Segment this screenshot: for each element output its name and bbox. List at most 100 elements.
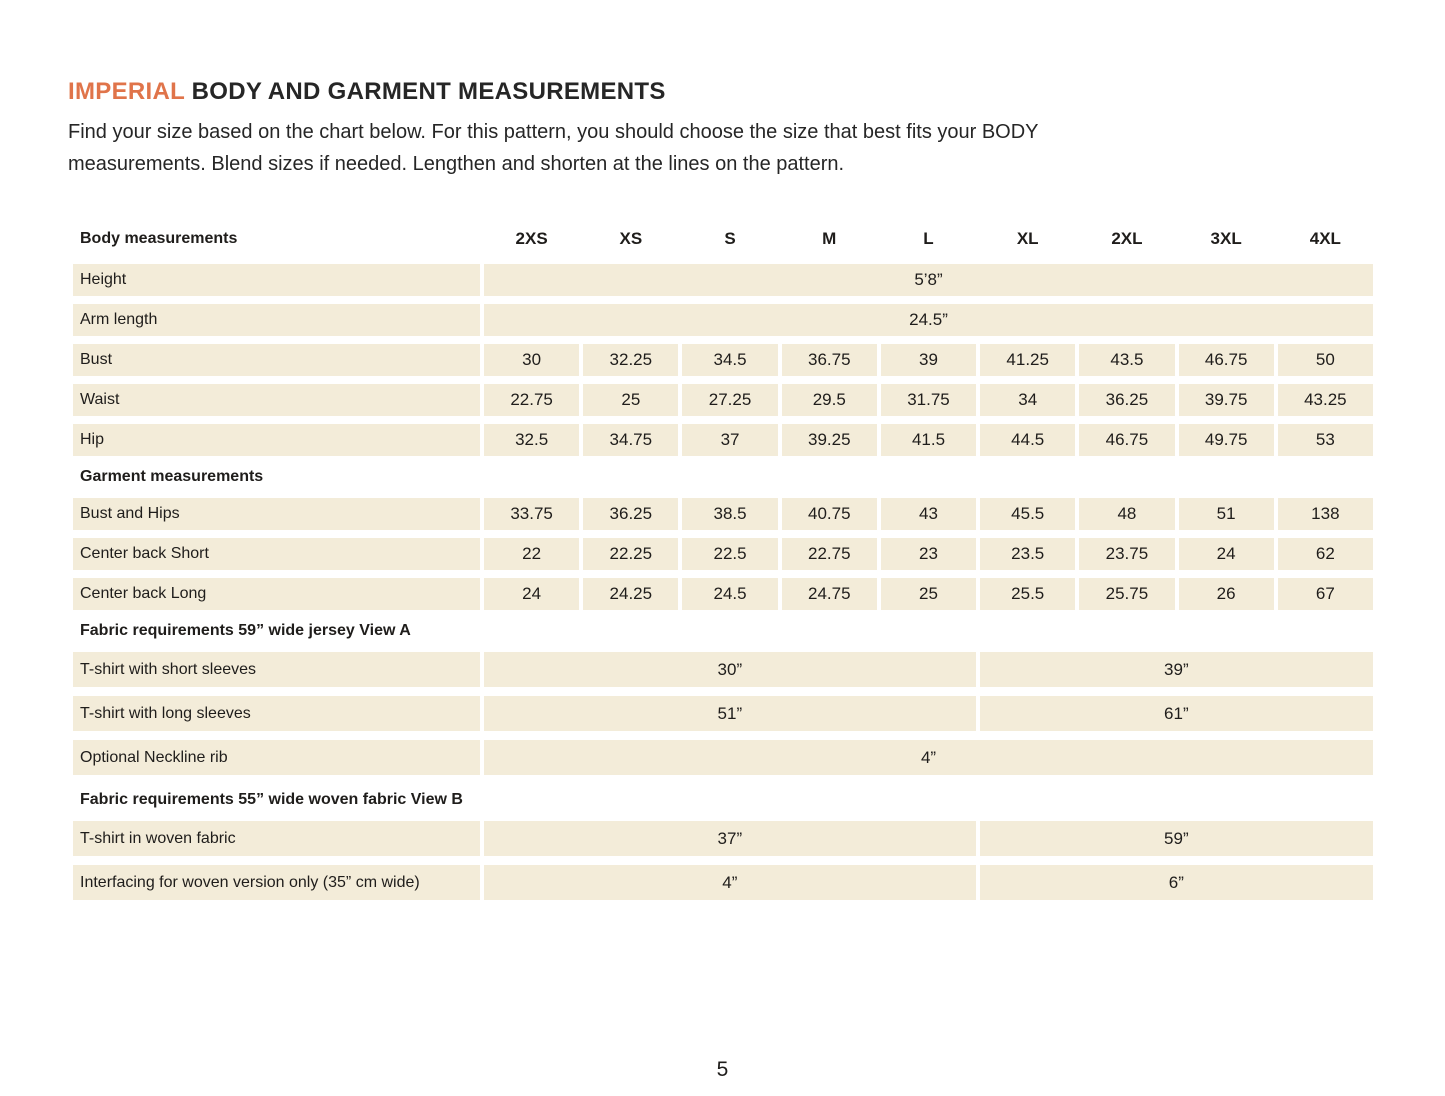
section-header-fabric-woven: Fabric requirements 55” wide woven fabri… — [80, 791, 463, 808]
row-label: Waist — [73, 384, 480, 416]
row-label: Hip — [73, 424, 480, 456]
value-cell: 25.5 — [980, 578, 1076, 610]
row-label: T-shirt with long sleeves — [73, 696, 480, 731]
value-cell: 44.5 — [980, 424, 1076, 456]
value-cell: 30 — [484, 344, 580, 376]
value-cell: 138 — [1277, 498, 1373, 530]
size-column-header: M — [822, 229, 837, 248]
value-cell: 39.25 — [781, 424, 877, 456]
value-cell: 40.75 — [781, 498, 877, 530]
value-cell: 24 — [1178, 538, 1274, 570]
column-header-body-measurements: Body measurements — [80, 230, 238, 247]
table-row-interfacing: Interfacing for woven version only (35” … — [73, 865, 1373, 900]
value-cell: 22 — [484, 538, 580, 570]
title-highlight: IMPERIAL — [68, 78, 185, 105]
intro-line-1: Find your size based on the chart below.… — [68, 121, 1039, 143]
value-cell: 32.25 — [583, 344, 679, 376]
value-cell-right-span: 61” — [979, 696, 1373, 731]
section-header-garment: Garment measurements — [80, 468, 264, 485]
value-cell: 45.5 — [980, 498, 1076, 530]
row-label: Bust — [73, 344, 480, 376]
value-cell-left-span: 30” — [484, 652, 976, 687]
table-row-height: Height 5’8” — [73, 264, 1373, 296]
value-cell-span: 24.5” — [484, 304, 1373, 336]
row-label: Arm length — [73, 304, 480, 336]
page-number: 5 — [716, 1058, 729, 1081]
value-cell: 27.25 — [682, 384, 778, 416]
size-column-header: 2XS — [515, 229, 548, 248]
value-cell: 41.5 — [880, 424, 977, 456]
size-column-header: 4XL — [1309, 229, 1341, 248]
size-column-header: L — [923, 229, 934, 248]
value-cell: 31.75 — [880, 384, 977, 416]
value-cell: 41.25 — [980, 344, 1076, 376]
table-row-center-back-short: Center back Short 22 22.25 22.5 22.75 23… — [73, 538, 1373, 570]
table-row-tshirt-woven: T-shirt in woven fabric 37” 59” — [73, 821, 1373, 856]
value-cell: 23 — [880, 538, 977, 570]
value-cell: 24.75 — [781, 578, 877, 610]
table-row-hip: Hip 32.5 34.75 37 39.25 41.5 44.5 46.75 … — [73, 424, 1373, 456]
table-row-bust-and-hips: Bust and Hips 33.75 36.25 38.5 40.75 43 … — [73, 498, 1373, 530]
table-header-row: Body measurements 2XS XS S M L XL 2XL 3X… — [73, 224, 1373, 254]
value-cell: 46.75 — [1079, 424, 1175, 456]
value-cell: 23.5 — [980, 538, 1076, 570]
measurement-table: Body measurements 2XS XS S M L XL 2XL 3X… — [73, 224, 1373, 900]
value-cell-left-span: 37” — [484, 821, 976, 856]
table-row-waist: Waist 22.75 25 27.25 29.5 31.75 34 36.25… — [73, 384, 1373, 416]
table-row-tshirt-short-sleeves: T-shirt with short sleeves 30” 39” — [73, 652, 1373, 687]
value-cell: 25 — [583, 384, 679, 416]
row-label: Bust and Hips — [73, 498, 480, 530]
size-header-cells: 2XS XS S M L XL 2XL 3XL 4XL — [484, 224, 1373, 254]
size-column-header: XL — [1016, 229, 1039, 248]
value-cell: 22.75 — [484, 384, 580, 416]
value-cell: 26 — [1178, 578, 1274, 610]
size-column-header: S — [724, 229, 736, 248]
row-label: Center back Short — [73, 538, 480, 570]
value-cell: 49.75 — [1178, 424, 1274, 456]
size-column-header: 2XL — [1111, 229, 1143, 248]
value-cell: 34.75 — [583, 424, 679, 456]
row-label: Interfacing for woven version only (35” … — [73, 865, 480, 900]
value-cell-span: 4” — [484, 740, 1373, 775]
value-cell: 24 — [484, 578, 580, 610]
value-cell: 43.5 — [1079, 344, 1175, 376]
value-cell: 32.5 — [484, 424, 580, 456]
value-cell-right-span: 59” — [979, 821, 1373, 856]
row-label: T-shirt in woven fabric — [73, 821, 480, 856]
size-column-header: XS — [619, 229, 643, 248]
intro-text: Find your size based on the chart below.… — [68, 116, 1445, 180]
value-cell: 25.75 — [1079, 578, 1175, 610]
title-rest: BODY AND GARMENT MEASUREMENTS — [184, 78, 666, 105]
value-cell: 50 — [1277, 344, 1373, 376]
row-label: Height — [73, 264, 480, 296]
value-cell: 34.5 — [682, 344, 778, 376]
value-cell: 34 — [980, 384, 1076, 416]
value-cell: 36.25 — [1079, 384, 1175, 416]
value-cell-right-span: 39” — [979, 652, 1373, 687]
value-cell-span: 5’8” — [484, 264, 1373, 296]
value-cell: 39.75 — [1178, 384, 1274, 416]
value-cell: 62 — [1277, 538, 1373, 570]
value-cell: 43 — [880, 498, 977, 530]
document-page: IMPERIAL BODY AND GARMENT MEASUREMENTS F… — [0, 78, 1445, 1081]
value-cell: 29.5 — [781, 384, 877, 416]
value-cell: 53 — [1277, 424, 1373, 456]
table-row-bust: Bust 30 32.25 34.5 36.75 39 41.25 43.5 4… — [73, 344, 1373, 376]
value-cell: 36.25 — [583, 498, 679, 530]
intro-line-2: measurements. Blend sizes if needed. Len… — [68, 153, 845, 175]
value-cell: 22.5 — [682, 538, 778, 570]
value-cell: 37 — [682, 424, 778, 456]
value-cell: 67 — [1277, 578, 1373, 610]
value-cell: 33.75 — [484, 498, 580, 530]
row-label: T-shirt with short sleeves — [73, 652, 480, 687]
value-cell: 38.5 — [682, 498, 778, 530]
page-title: IMPERIAL BODY AND GARMENT MEASUREMENTS — [68, 78, 1445, 106]
value-cell: 23.75 — [1079, 538, 1175, 570]
value-cell: 39 — [880, 344, 977, 376]
table-row-arm-length: Arm length 24.5” — [73, 304, 1373, 336]
value-cell-left-span: 4” — [484, 865, 976, 900]
value-cell: 51 — [1178, 498, 1274, 530]
table-row-tshirt-long-sleeves: T-shirt with long sleeves 51” 61” — [73, 696, 1373, 731]
value-cell: 46.75 — [1178, 344, 1274, 376]
value-cell-left-span: 51” — [484, 696, 976, 731]
